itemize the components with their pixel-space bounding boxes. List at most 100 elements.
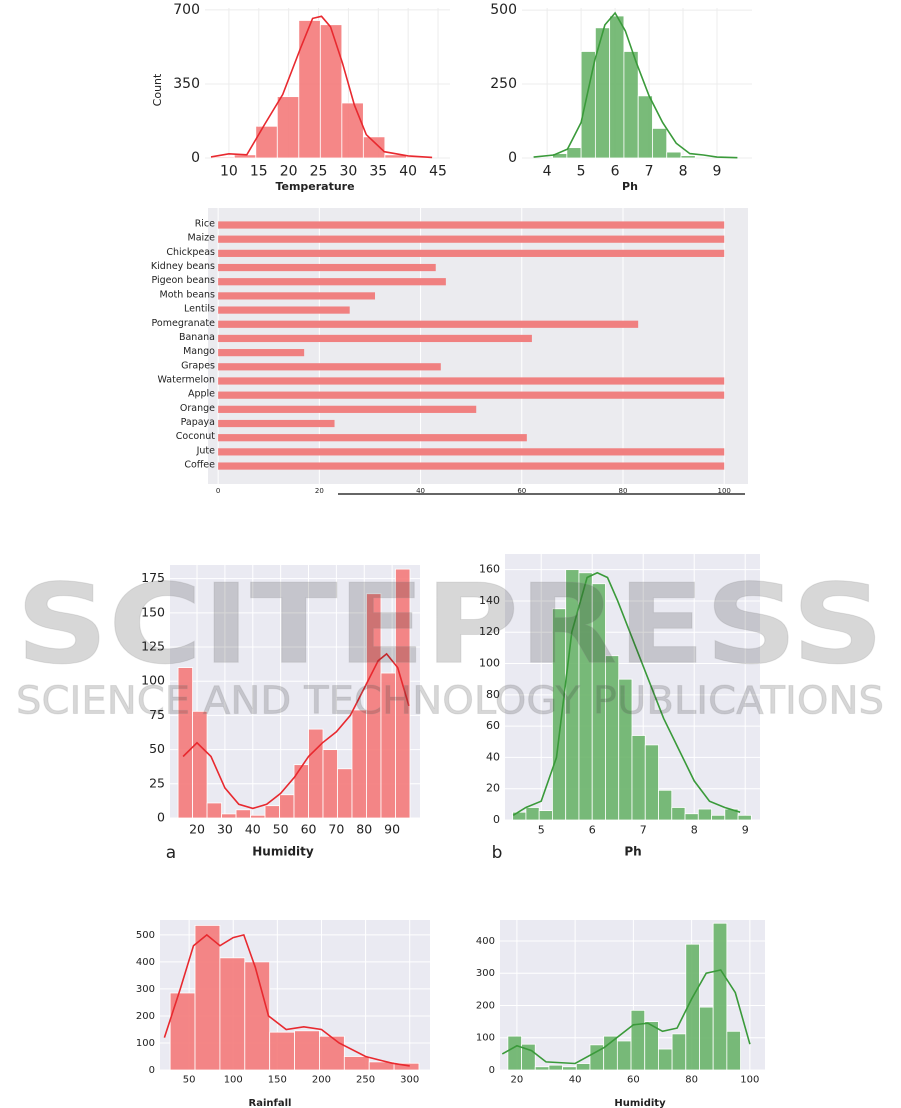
bar bbox=[337, 768, 353, 819]
bar bbox=[218, 235, 725, 243]
category-label: Kidney beans bbox=[151, 261, 215, 272]
bar bbox=[212, 156, 235, 159]
bar bbox=[341, 102, 364, 159]
bar bbox=[192, 710, 208, 819]
bar bbox=[538, 810, 553, 821]
x-tick-label: 60 bbox=[301, 821, 317, 836]
bar bbox=[393, 1062, 420, 1071]
x-axis-label: Ph bbox=[622, 180, 638, 193]
x-tick-label: 80 bbox=[356, 821, 372, 836]
x-tick-label: 8 bbox=[679, 163, 688, 179]
bar bbox=[218, 434, 527, 442]
bar bbox=[218, 462, 725, 470]
y-tick-label: 250 bbox=[490, 76, 517, 92]
category-label: Watermelon bbox=[158, 374, 216, 385]
x-axis-label: Ph bbox=[624, 845, 641, 859]
bar bbox=[637, 95, 653, 159]
x-tick-label: 100 bbox=[740, 1075, 759, 1086]
y-tick-label: 120 bbox=[479, 625, 500, 638]
x-tick-label: 0 bbox=[216, 487, 220, 495]
bar bbox=[206, 802, 222, 819]
bar bbox=[279, 794, 295, 819]
bar bbox=[395, 568, 411, 819]
y-tick-label: 0 bbox=[149, 1065, 155, 1076]
x-tick-label: 60 bbox=[627, 1075, 640, 1086]
bar bbox=[566, 147, 582, 159]
bar bbox=[562, 1066, 577, 1071]
bar bbox=[362, 136, 386, 159]
x-tick-label: 100 bbox=[718, 487, 731, 495]
y-tick-label: 125 bbox=[141, 639, 165, 654]
bar bbox=[575, 1063, 591, 1071]
bar bbox=[218, 221, 725, 229]
bar bbox=[658, 789, 673, 821]
bar bbox=[293, 764, 309, 819]
bar bbox=[525, 807, 540, 821]
x-tick-label: 5 bbox=[538, 823, 545, 836]
x-tick-label: 7 bbox=[645, 163, 654, 179]
y-tick-label: 100 bbox=[479, 657, 500, 670]
y-tick-label: 400 bbox=[476, 936, 495, 947]
category-label: Chickpeas bbox=[166, 247, 215, 258]
category-label: Coffee bbox=[184, 460, 215, 471]
bar bbox=[218, 363, 441, 371]
watermark-subtitle: SCIENCE AND TECHNOLOGY PUBLICATIONS bbox=[16, 679, 884, 723]
bar bbox=[250, 814, 266, 819]
bar bbox=[594, 27, 611, 159]
y-tick-label: 200 bbox=[136, 1011, 155, 1022]
bar bbox=[218, 377, 725, 385]
bar bbox=[384, 154, 407, 159]
bar bbox=[726, 1030, 741, 1071]
bar bbox=[630, 1009, 646, 1071]
y-tick-label: 25 bbox=[149, 775, 165, 790]
y-tick-label: 60 bbox=[486, 719, 500, 732]
bar bbox=[255, 125, 278, 159]
y-tick-label: 100 bbox=[476, 1033, 495, 1044]
kde-line bbox=[182, 652, 410, 810]
x-tick-label: 35 bbox=[369, 163, 387, 179]
x-tick-label: 20 bbox=[315, 487, 324, 495]
x-tick-label: 30 bbox=[217, 821, 233, 836]
y-tick-label: 100 bbox=[136, 1038, 155, 1049]
x-axis-label: Temperature bbox=[275, 180, 354, 193]
x-tick-label: 40 bbox=[399, 163, 417, 179]
y-tick-label: 160 bbox=[479, 563, 500, 576]
bar bbox=[512, 811, 527, 821]
category-label: Rice bbox=[195, 219, 215, 230]
bar bbox=[603, 1035, 618, 1071]
kde-line bbox=[163, 933, 410, 1067]
y-tick-label: 150 bbox=[141, 604, 165, 619]
x-tick-label: 150 bbox=[268, 1075, 287, 1086]
kde-line bbox=[210, 15, 433, 159]
bar bbox=[319, 24, 343, 159]
panel-label: a bbox=[166, 843, 176, 863]
category-label: Orange bbox=[180, 403, 215, 414]
bar bbox=[218, 278, 446, 286]
x-tick-label: 25 bbox=[310, 163, 328, 179]
y-axis-label: Count bbox=[151, 73, 164, 106]
x-tick-label: 4 bbox=[543, 163, 552, 179]
x-tick-label: 60 bbox=[517, 487, 526, 495]
x-tick-label: 15 bbox=[250, 163, 268, 179]
bar bbox=[221, 813, 237, 819]
bar bbox=[616, 1040, 632, 1071]
bar bbox=[644, 1021, 659, 1071]
x-tick-label: 6 bbox=[611, 163, 620, 179]
y-tick-label: 40 bbox=[486, 750, 500, 763]
x-tick-label: 5 bbox=[577, 163, 586, 179]
x-tick-label: 9 bbox=[713, 163, 722, 179]
y-tick-label: 0 bbox=[157, 810, 165, 825]
bar bbox=[218, 419, 335, 428]
bar bbox=[235, 809, 251, 819]
bar bbox=[623, 51, 639, 159]
y-tick-label: 350 bbox=[173, 76, 200, 92]
bar bbox=[548, 1064, 564, 1071]
category-label: Grapes bbox=[181, 360, 215, 371]
y-tick-label: 500 bbox=[136, 930, 155, 941]
x-tick-label: 250 bbox=[356, 1075, 375, 1086]
y-tick-label: 0 bbox=[489, 1065, 495, 1076]
y-tick-label: 300 bbox=[136, 984, 155, 995]
bar bbox=[218, 249, 725, 257]
x-tick-label: 30 bbox=[340, 163, 358, 179]
